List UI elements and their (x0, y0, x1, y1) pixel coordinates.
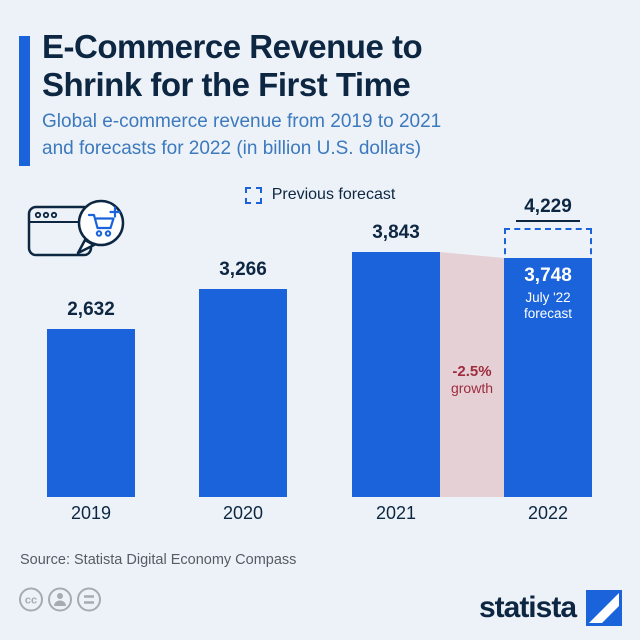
cc-license-icon: cc (19, 587, 101, 612)
dashed-square-icon (244, 186, 262, 204)
ecommerce-illustration (26, 194, 134, 277)
x-axis-label-2021: 2021 (375, 503, 417, 523)
bar-value-label-2022: 3,748 (524, 265, 572, 286)
title-line1: E-Commerce Revenue to (42, 28, 423, 65)
bar-value-label-2019: 2,632 (67, 299, 115, 320)
statista-wordmark: statista (478, 591, 577, 624)
bar-2019 (47, 329, 135, 497)
bar-2020 (199, 289, 287, 497)
bar-2021 (352, 252, 440, 497)
page-title: E-Commerce Revenue to Shrink for the Firs… (42, 28, 423, 104)
x-axis-label-2019: 2019 (70, 503, 112, 523)
growth-word-label: growth (450, 380, 494, 396)
previous-forecast-label: 4,229 (494, 196, 602, 222)
forecast-note-line1: July '22 (525, 290, 571, 305)
previous-forecast-value: 4,229 (516, 196, 580, 222)
svg-text:cc: cc (25, 595, 37, 607)
source-note: Source: Statista Digital Economy Compass (20, 552, 297, 568)
bar-2022: 3,748 July '22 forecast (504, 258, 592, 497)
statista-logo-icon (586, 590, 622, 626)
legend: Previous forecast (0, 186, 640, 204)
decline-band: -2.5% growth (440, 252, 504, 497)
bar-value-label-2021: 3,843 (372, 222, 420, 243)
statista-brand[interactable]: statista (479, 590, 622, 626)
title-line2: Shrink for the First Time (42, 66, 411, 103)
browser-cart-icon (27, 199, 125, 257)
bar-inner-labels: 3,748 July '22 forecast (504, 265, 592, 322)
bar-value-label-2020: 3,266 (219, 259, 267, 280)
growth-percent-label: -2.5% (452, 363, 492, 380)
forecast-note-line2: forecast (523, 306, 573, 321)
license-icons[interactable]: cc (18, 586, 102, 618)
x-axis-label-2020: 2020 (222, 503, 264, 523)
x-axis-label-2022: 2022 (527, 503, 569, 523)
page-subtitle: Global e-commerce revenue from 2019 to 2… (42, 108, 441, 162)
subtitle-line2: and forecasts for 2022 (in billion U.S. … (42, 138, 422, 159)
title-accent-bar (19, 36, 30, 166)
subtitle-line1: Global e-commerce revenue from 2019 to 2… (42, 111, 442, 132)
legend-label: Previous forecast (271, 186, 396, 203)
